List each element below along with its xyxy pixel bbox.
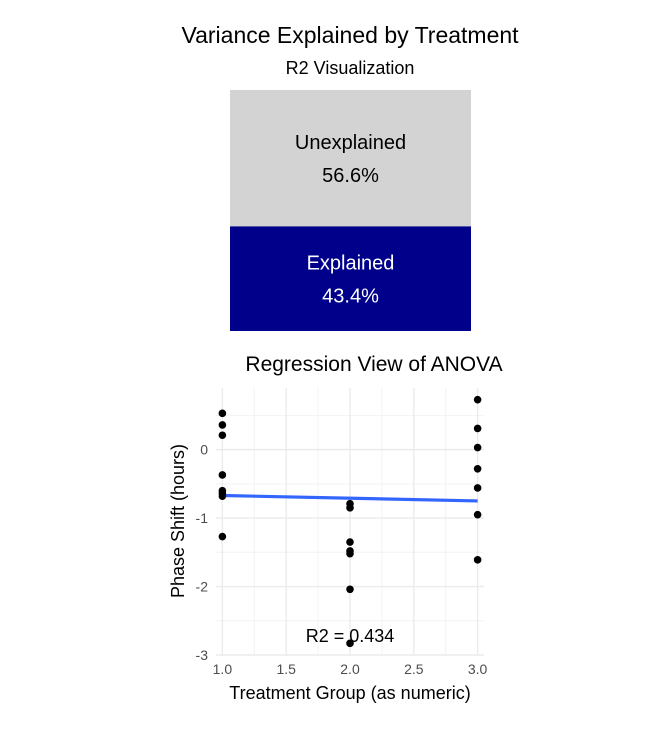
- grid: [216, 388, 484, 656]
- x-tick-label: 1.0: [213, 661, 233, 677]
- data-point: [346, 549, 354, 558]
- r2-title: Variance Explained by Treatment: [181, 22, 519, 48]
- data-point: [473, 556, 482, 564]
- tick-labels: 1.0 1.5 2.0 2.5 3.0 -3 -2 -1 0: [196, 442, 488, 677]
- data-point: [346, 639, 354, 648]
- data-points: [218, 395, 482, 648]
- data-point: [218, 431, 227, 440]
- x-tick-label: 2.5: [404, 661, 424, 677]
- data-point: [473, 464, 482, 473]
- data-point: [473, 424, 482, 433]
- y-tick-label: -3: [196, 647, 209, 663]
- segment-explained: [230, 226, 471, 331]
- segment-label: Explained: [307, 253, 395, 275]
- r2-annotation: R2 = 0.434: [306, 626, 395, 646]
- data-point: [346, 504, 354, 512]
- segment-value-label: 43.4%: [322, 286, 379, 308]
- data-point: [346, 538, 354, 546]
- data-point: [218, 409, 227, 418]
- data-point: [218, 532, 227, 541]
- y-tick-label: -2: [196, 579, 209, 595]
- regression-title: Regression View of ANOVA: [245, 353, 502, 376]
- x-tick-label: 1.5: [276, 661, 296, 677]
- data-point: [473, 395, 482, 404]
- segment-label: Unexplained: [295, 132, 406, 154]
- x-axis-title: Treatment Group (as numeric): [229, 683, 470, 703]
- segment-value-label: 56.6%: [322, 165, 379, 187]
- data-point: [473, 443, 482, 452]
- data-point: [218, 492, 227, 500]
- data-point: [473, 510, 482, 519]
- x-tick-label: 3.0: [468, 661, 488, 677]
- x-tick-label: 2.0: [340, 661, 360, 677]
- regression-line: [222, 493, 478, 503]
- regression-panel: Regression View of ANOVA 1.0 1.5 2.0 2.5 3.0…: [168, 353, 503, 703]
- r2-stacked-bar: Unexplained 56.6% Explained 43.4%: [230, 90, 471, 331]
- r2-panel: Variance Explained by Treatment R2 Visua…: [181, 22, 519, 331]
- data-point: [346, 585, 354, 594]
- data-point: [218, 471, 227, 479]
- data-point: [473, 484, 482, 492]
- data-point: [218, 421, 227, 429]
- segment-unexplained: [230, 90, 471, 227]
- r2-subtitle: R2 Visualization: [286, 58, 415, 78]
- fit-line: [222, 493, 478, 503]
- y-tick-label: -1: [196, 510, 209, 526]
- y-axis-title: Phase Shift (hours): [168, 444, 188, 598]
- y-tick-label: 0: [200, 442, 208, 458]
